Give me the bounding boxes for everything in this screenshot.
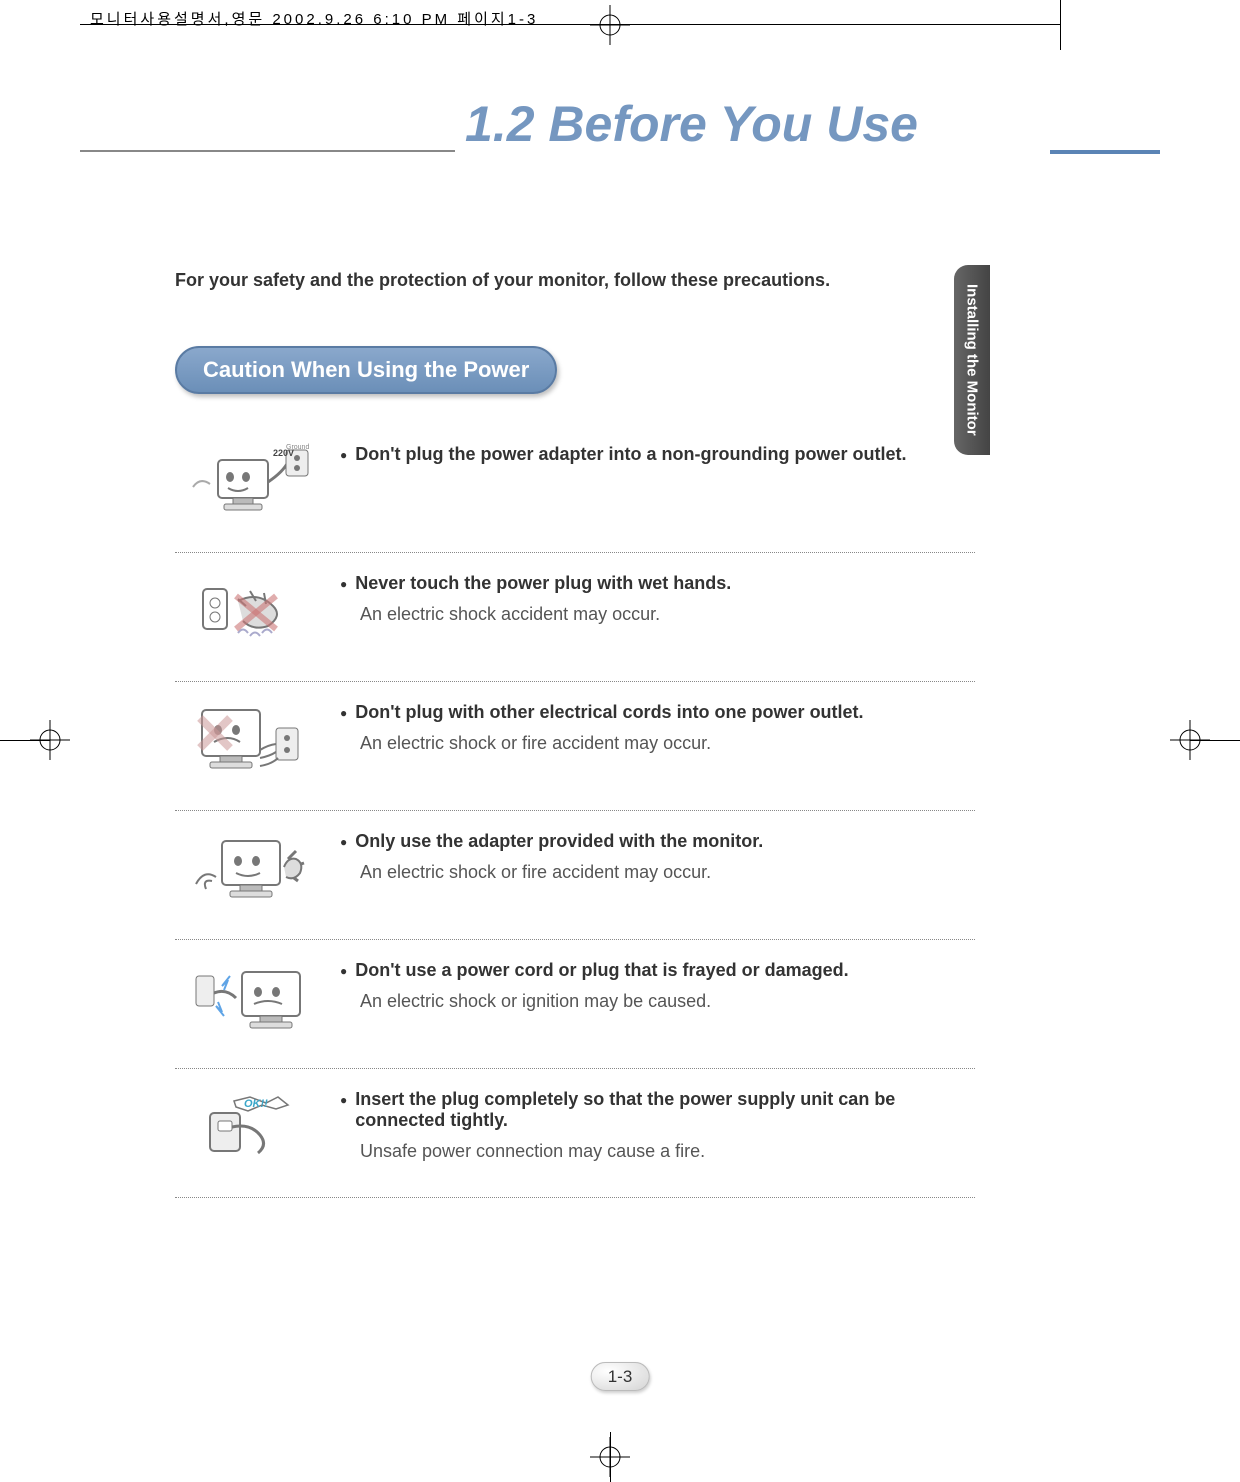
- caution-text: Only use the adapter provided with the m…: [330, 829, 975, 883]
- illustration-icon: [175, 958, 330, 1038]
- caution-text: Don't plug with other electrical cords i…: [330, 700, 975, 754]
- print-header-meta: 모니터사용설명서,영문 2002.9.26 6:10 PM 페이지1-3: [90, 8, 538, 29]
- page: 모니터사용설명서,영문 2002.9.26 6:10 PM 페이지1-3 1.2…: [0, 0, 1240, 1482]
- caution-heading: Don't plug the power adapter into a non-…: [340, 444, 975, 465]
- caution-item: Only use the adapter provided with the m…: [175, 810, 975, 939]
- illustration-icon: [175, 571, 330, 651]
- caution-heading: Don't use a power cord or plug that is f…: [340, 960, 975, 981]
- caution-heading: Never touch the power plug with wet hand…: [340, 573, 975, 594]
- caution-text: Insert the plug completely so that the p…: [330, 1087, 975, 1162]
- content-area: For your safety and the protection of yo…: [175, 270, 975, 1198]
- caution-item: 220V Ground Don't plug the power adapter…: [175, 424, 975, 552]
- caution-text: Never touch the power plug with wet hand…: [330, 571, 975, 625]
- registration-mark-icon: [30, 720, 70, 760]
- caution-body: An electric shock or fire accident may o…: [340, 733, 975, 754]
- title-rule-right: [1050, 150, 1160, 154]
- illustration-icon: 220V Ground: [175, 442, 330, 522]
- svg-text:Ground: Ground: [286, 444, 309, 451]
- page-body: 1.2 Before You Use Installing the Monito…: [80, 75, 1160, 1375]
- page-number: 1-3: [591, 1367, 650, 1387]
- caution-text: Don't plug the power adapter into a non-…: [330, 442, 975, 465]
- caution-body: Unsafe power connection may cause a fire…: [340, 1141, 975, 1162]
- caution-body: An electric shock or ignition may be cau…: [340, 991, 975, 1012]
- intro-text: For your safety and the protection of yo…: [175, 270, 975, 291]
- caution-item: Don't use a power cord or plug that is f…: [175, 939, 975, 1068]
- svg-text:OK!!: OK!!: [244, 1098, 268, 1110]
- caution-body: An electric shock accident may occur.: [340, 604, 975, 625]
- title-rule-left: [80, 150, 455, 152]
- registration-mark-icon: [590, 1437, 630, 1477]
- caution-heading: Don't plug with other electrical cords i…: [340, 702, 975, 723]
- registration-mark-icon: [590, 5, 630, 45]
- caution-item: OK!! Insert the plug completely so that …: [175, 1068, 975, 1198]
- caution-heading: Only use the adapter provided with the m…: [340, 831, 975, 852]
- caution-item: Never touch the power plug with wet hand…: [175, 552, 975, 681]
- illustration-icon: [175, 829, 330, 909]
- caution-body: An electric shock or fire accident may o…: [340, 862, 975, 883]
- crop-mark: [1060, 0, 1061, 50]
- caution-pill: Caution When Using the Power: [175, 346, 557, 394]
- caution-item: Don't plug with other electrical cords i…: [175, 681, 975, 810]
- page-number-label: 1-3: [591, 1362, 650, 1391]
- caution-heading: Insert the plug completely so that the p…: [340, 1089, 975, 1131]
- caution-text: Don't use a power cord or plug that is f…: [330, 958, 975, 1012]
- registration-mark-icon: [1170, 720, 1210, 760]
- section-title: 1.2 Before You Use: [465, 95, 918, 153]
- illustration-icon: [175, 700, 330, 780]
- section-title-bar: 1.2 Before You Use: [80, 95, 1160, 165]
- illustration-icon: OK!!: [175, 1087, 330, 1167]
